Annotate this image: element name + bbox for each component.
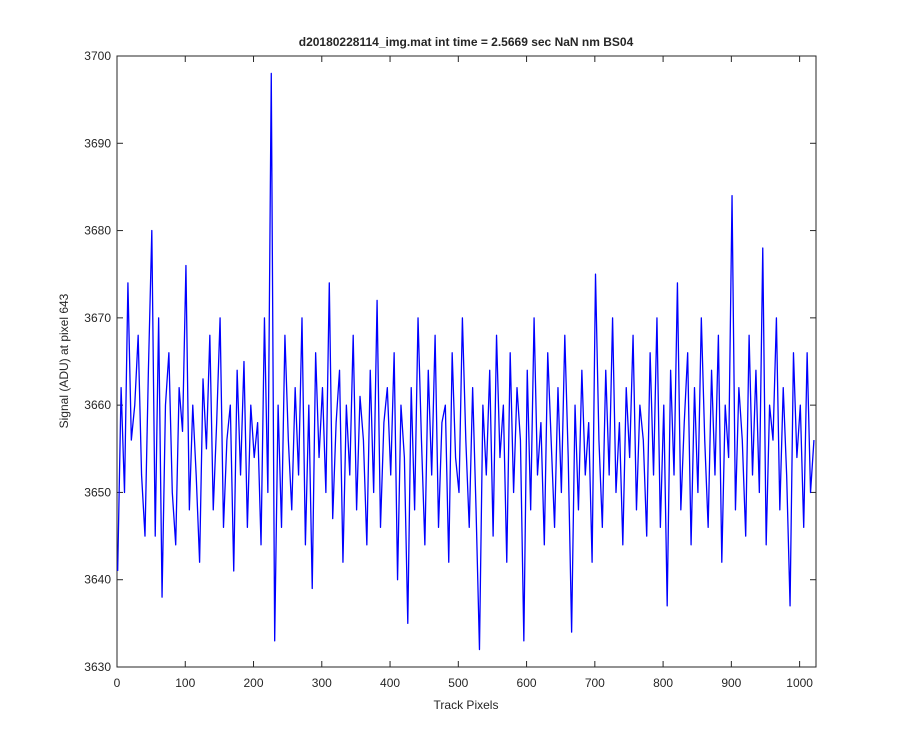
x-tick-label: 1000 bbox=[786, 676, 813, 690]
x-tick-label: 800 bbox=[653, 676, 673, 690]
x-tick-label: 900 bbox=[721, 676, 741, 690]
x-tick-label: 600 bbox=[517, 676, 537, 690]
y-tick-label: 3650 bbox=[84, 485, 111, 499]
y-tick-label: 3680 bbox=[84, 224, 111, 238]
y-tick-label: 3690 bbox=[84, 136, 111, 150]
x-tick-label: 100 bbox=[175, 676, 195, 690]
x-tick-label: 200 bbox=[244, 676, 264, 690]
x-tick-label: 300 bbox=[312, 676, 332, 690]
y-tick-label: 3660 bbox=[84, 398, 111, 412]
y-tick-label: 3630 bbox=[84, 660, 111, 674]
y-tick-label: 3670 bbox=[84, 311, 111, 325]
y-tick-label: 3640 bbox=[84, 573, 111, 587]
x-axis-label: Track Pixels bbox=[434, 698, 499, 712]
x-tick-label: 700 bbox=[585, 676, 605, 690]
x-tick-label: 400 bbox=[380, 676, 400, 690]
plot-area bbox=[116, 55, 817, 668]
x-tick-label: 500 bbox=[448, 676, 468, 690]
y-tick-label: 3700 bbox=[84, 49, 111, 63]
data-line bbox=[117, 72, 815, 651]
x-tick-label: 0 bbox=[114, 676, 121, 690]
chart-title: d20180228114_img.mat int time = 2.5669 s… bbox=[299, 35, 634, 49]
y-axis-label: Signal (ADU) at pixel 643 bbox=[57, 293, 71, 428]
